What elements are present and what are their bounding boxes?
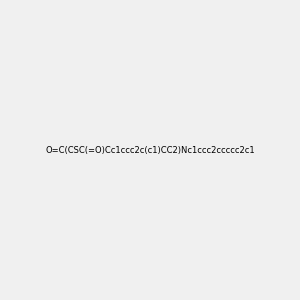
Text: O=C(CSC(=O)Cc1ccc2c(c1)CC2)Nc1ccc2ccccc2c1: O=C(CSC(=O)Cc1ccc2c(c1)CC2)Nc1ccc2ccccc2… [45, 146, 255, 154]
